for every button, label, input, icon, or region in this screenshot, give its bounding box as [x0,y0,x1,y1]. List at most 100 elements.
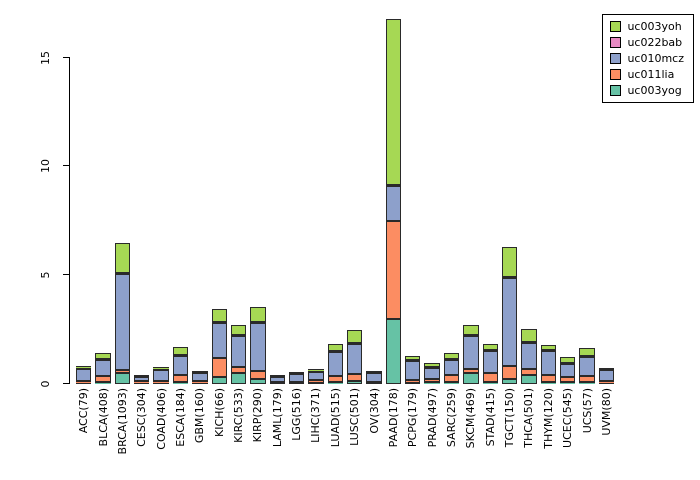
bar-segment-uc003yoh [269,375,285,377]
bar-segment-uc010mcz [153,369,169,381]
x-tick-label: UCEC(545) [561,388,575,448]
bar-segment-uc011lia [521,368,537,376]
bar-segment-uc003yoh [482,343,498,351]
x-tick-label-cell: THYM(120) [541,388,556,478]
bar-segment-uc022bab [463,335,479,337]
bar-segment-uc022bab [521,341,537,343]
bar-segment-uc022bab [579,355,595,357]
bar-segment-uc010mcz [76,368,92,381]
x-tick-label: OV(304) [367,388,381,434]
bar-segment-uc011lia [559,377,576,382]
bar-segment-uc022bab [211,322,227,324]
x-tick-label-cell: PRAD(497) [424,388,439,478]
legend-swatch [610,53,622,64]
bar-segment-uc003yoh [443,352,460,360]
bar-segment-uc022bab [76,367,92,369]
bar-segment-uc010mcz [482,351,498,374]
bar-segment-uc003yog [308,382,324,384]
x-tick-label-cell: COAD(406) [153,388,168,478]
bar-segment-uc011lia [385,220,402,319]
bar-segment-uc011lia [443,375,460,382]
bar-segment-uc022bab [366,371,382,373]
x-tick-label-cell: KICH(66) [212,388,227,478]
bar-segment-uc003yog [230,373,247,384]
bar-segment-uc022bab [385,184,402,186]
bar-segment-uc011lia [153,380,169,383]
bar-segment-uc010mcz [230,336,247,367]
bar-column [424,14,440,384]
x-tick-label-cell: BRCA(1093) [115,388,130,478]
bar-column [540,14,556,384]
bar-segment-uc011lia [463,368,479,374]
bar-segment-uc010mcz [540,351,556,376]
bar-segment-uc003yoh [308,368,324,372]
bar-segment-uc022bab [269,376,285,378]
bar-segment-uc003yoh [366,370,382,372]
bar-column [134,14,150,384]
x-tick-label: UCS(57) [580,388,594,434]
legend-label: uc022bab [627,36,683,49]
x-tick-label: LGG(516) [290,388,304,441]
bar-segment-uc003yog [598,382,615,384]
bar-segment-uc010mcz [598,370,615,382]
bar-segment-uc022bab [540,350,556,352]
x-tick-label-cell: OV(304) [366,388,381,478]
x-tick-label: SKCM(469) [464,388,478,449]
bar-column [366,14,382,384]
bar-segment-uc010mcz [308,372,324,380]
legend-item: uc011lia [610,68,684,81]
bar-segment-uc010mcz [211,323,227,358]
x-tick-label-cell: LIHC(371) [308,388,323,478]
legend-item: uc010mcz [610,52,684,65]
bar-segment-uc022bab [172,354,189,356]
bar-segment-uc022bab [501,277,518,279]
bar-segment-uc010mcz [347,343,363,375]
bar-column [482,14,498,384]
bar-segment-uc022bab [308,371,324,373]
bar-segment-uc011lia [192,381,208,383]
bar-segment-uc003yoh [153,366,169,369]
legend-item: uc003yoh [610,20,684,33]
bar-column [211,14,227,384]
bar-segment-uc022bab [443,359,460,361]
bar-column [172,14,189,384]
bar-segment-uc003yog [250,378,266,384]
bar-segment-uc022bab [424,366,440,368]
bar-segment-uc003yog [405,382,421,384]
x-tick-label-cell: LAML(179) [270,388,285,478]
bar-segment-uc003yoh [211,309,227,323]
bar-segment-uc003yog [424,381,440,384]
bar-segment-uc003yog [153,382,169,384]
bar-column [114,14,131,384]
bar-column [579,14,595,384]
x-tick-label: LIHC(371) [309,388,323,443]
x-tick-label: PRAD(497) [425,388,439,448]
x-tick-label: KIRC(533) [232,388,246,443]
plot-area [70,14,620,384]
bar-column [347,14,363,384]
x-tick-label: KICH(66) [212,388,226,437]
x-tick-label-cell: KIRP(290) [250,388,265,478]
bar-segment-uc022bab [482,350,498,352]
bar-segment-uc010mcz [385,185,402,221]
bar-segment-uc010mcz [501,278,518,366]
x-tick-label: PAAD(178) [386,388,400,448]
bar-segment-uc003yog [134,383,150,384]
x-tick-label-cell: ESCA(184) [173,388,188,478]
bar-segment-uc010mcz [559,364,576,378]
bar-segment-uc010mcz [424,367,440,379]
bar-segment-uc022bab [114,273,131,275]
x-tick-label: BRCA(1093) [115,388,129,455]
bar-segment-uc003yoh [579,348,595,356]
bar-segment-uc003yoh [405,355,421,361]
bar-column [443,14,460,384]
bar-column [192,14,208,384]
bar-segment-uc003yog [211,377,227,384]
bar-segment-uc011lia [269,381,285,383]
bar-segment-uc003yoh [347,329,363,343]
bar-segment-uc011lia [540,375,556,382]
bar-segment-uc010mcz [192,372,208,382]
bar-segment-uc003yoh [559,356,576,364]
bar-segment-uc003yog [482,381,498,384]
bar-segment-uc003yoh [521,328,537,342]
